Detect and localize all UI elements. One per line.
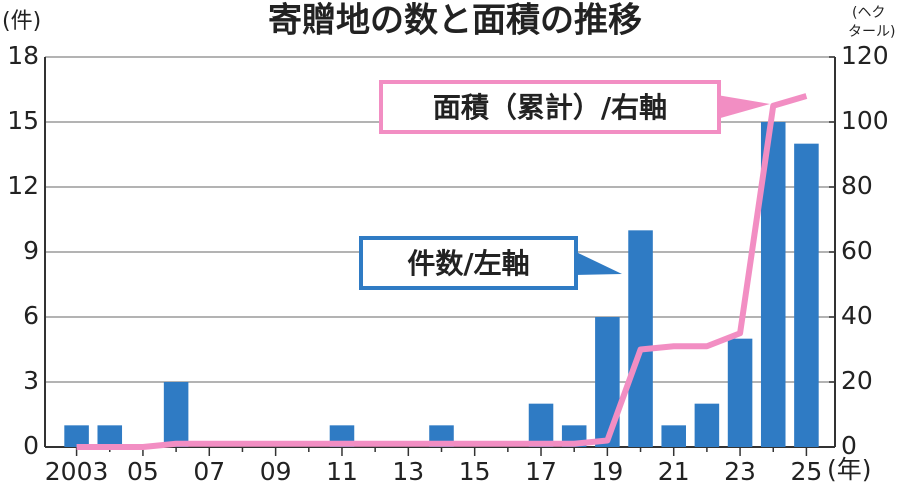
- bar: [661, 425, 686, 447]
- legend-label: 面積（累計）/右軸: [433, 91, 667, 124]
- x-tick-label: 23: [724, 457, 756, 486]
- legend-pointer: [717, 95, 770, 119]
- bar: [97, 425, 123, 447]
- x-tick-label: 17: [525, 457, 557, 486]
- x-tick-label: 15: [459, 457, 491, 486]
- y2-tick-label: 20: [841, 366, 873, 395]
- y2-unit: (ヘク: [852, 5, 885, 21]
- bar: [163, 382, 189, 447]
- chart-title: 寄贈地の数と面積の推移: [268, 1, 642, 41]
- y2-tick-label: 100: [841, 106, 889, 135]
- y-tick-label: 3: [23, 366, 39, 395]
- x-tick-label: 05: [127, 457, 159, 486]
- legend-label: 件数/左軸: [407, 247, 529, 280]
- y-tick-label: 6: [23, 301, 39, 330]
- y-tick-label: 0: [23, 431, 39, 460]
- x-tick-label: 09: [260, 457, 292, 486]
- bar: [64, 425, 89, 447]
- y2-unit: タール): [848, 24, 895, 40]
- y-tick-label: 15: [7, 106, 39, 135]
- y-tick-label: 9: [23, 236, 39, 265]
- x-tick-label: 07: [193, 457, 225, 486]
- y-tick-label: 18: [7, 41, 39, 70]
- x-tick-label: 2003: [45, 457, 109, 486]
- legend-box: [359, 236, 578, 290]
- bar: [727, 338, 753, 447]
- bar: [794, 143, 819, 447]
- line: [76, 93, 808, 450]
- bar: [628, 230, 653, 447]
- y2-tick-label: 0: [841, 431, 857, 460]
- bar: [595, 317, 620, 447]
- y2-tick-label: 60: [841, 236, 873, 265]
- legend-box: [379, 80, 721, 134]
- y-unit: (件): [2, 9, 41, 34]
- x-tick-label: 21: [658, 457, 690, 486]
- x-tick-label: 11: [326, 457, 358, 486]
- y-tick-label: 12: [7, 171, 39, 200]
- x-tick-label: 25: [791, 457, 823, 486]
- y2-tick-label: 40: [841, 301, 873, 330]
- y2-tick-label: 80: [841, 171, 873, 200]
- bar: [528, 403, 554, 447]
- x-tick-label: 19: [591, 457, 623, 486]
- bar: [694, 403, 720, 447]
- y2-tick-label: 120: [841, 41, 889, 70]
- legend-pointer: [574, 251, 622, 275]
- x-unit: (年): [827, 455, 872, 484]
- x-tick-label: 13: [392, 457, 424, 486]
